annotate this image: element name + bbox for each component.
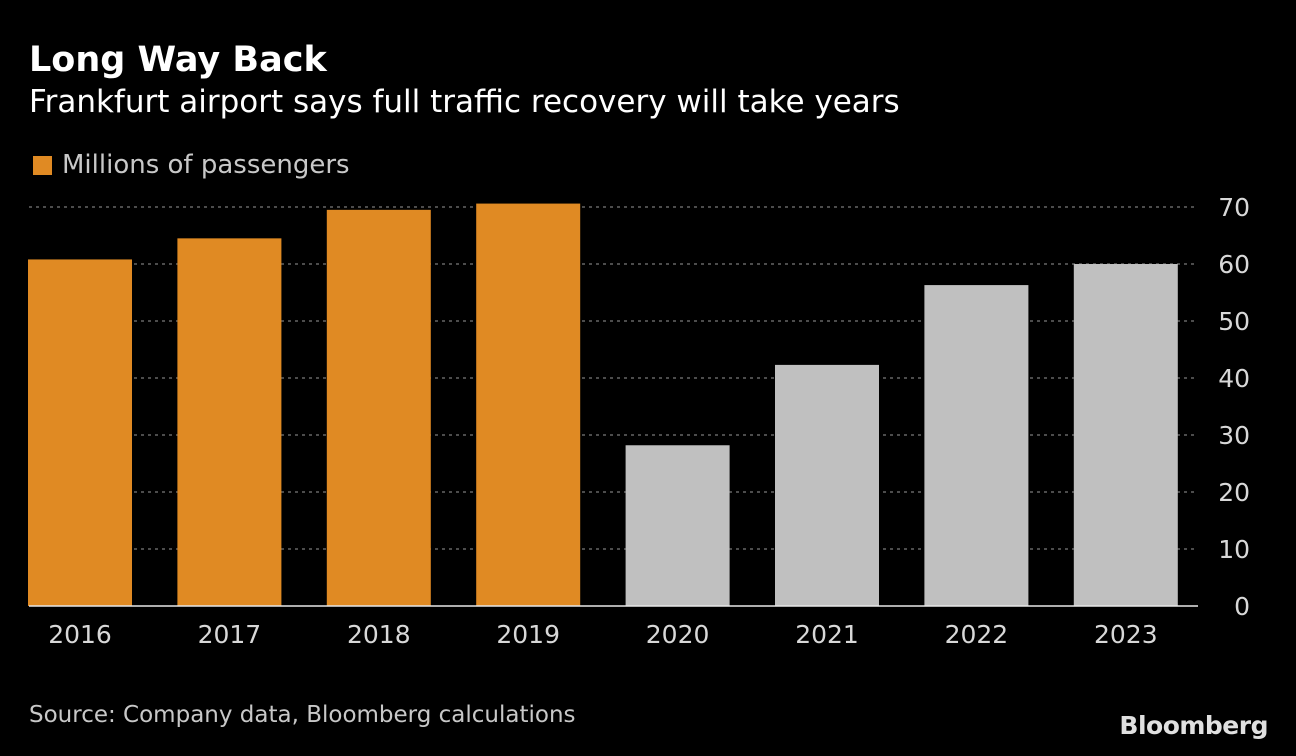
bar-2021 — [775, 364, 879, 606]
x-tick-label: 2019 — [496, 620, 560, 649]
y-tick-label: 60 — [1218, 250, 1250, 279]
x-tick-label: 2018 — [347, 620, 411, 649]
bar-2022 — [924, 285, 1029, 606]
x-tick-label: 2022 — [945, 620, 1009, 649]
source-note: Source: Company data, Bloomberg calculat… — [29, 702, 576, 728]
y-tick-label: 30 — [1218, 421, 1250, 450]
y-tick-label: 20 — [1218, 478, 1250, 507]
y-tick-label: 40 — [1218, 364, 1250, 393]
legend-label: Millions of passengers — [62, 150, 350, 180]
bar-2020 — [625, 445, 730, 606]
x-tick-label: 2020 — [646, 620, 710, 649]
y-tick-label: 0 — [1234, 592, 1250, 621]
bar-2016 — [28, 259, 132, 606]
y-tick-label: 50 — [1218, 307, 1250, 336]
bloomberg-logo: Bloomberg — [1119, 711, 1268, 740]
chart-subtitle: Frankfurt airport says full traffic reco… — [29, 84, 900, 120]
y-tick-label: 70 — [1218, 193, 1250, 222]
bar-2019 — [476, 203, 581, 606]
bar-2017 — [177, 238, 282, 606]
x-tick-label: 2017 — [198, 620, 262, 649]
bar-2018 — [326, 209, 431, 606]
x-tick-label: 2021 — [795, 620, 859, 649]
bar-2023 — [1073, 264, 1178, 606]
x-tick-label: 2023 — [1094, 620, 1158, 649]
legend-swatch — [33, 155, 52, 175]
y-tick-label: 10 — [1218, 535, 1250, 564]
legend: Millions of passengers — [33, 150, 350, 180]
x-tick-label: 2016 — [48, 620, 112, 649]
chart-title: Long Way Back — [29, 40, 327, 80]
